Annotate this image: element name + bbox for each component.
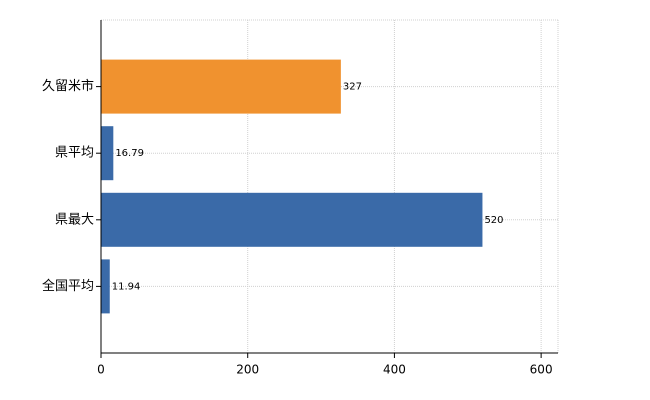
value-label: 16.79 (115, 148, 144, 159)
y-tick-label: 県平均 (55, 146, 94, 161)
value-label: 11.94 (112, 281, 141, 292)
y-tick-label: 全国平均 (42, 278, 94, 294)
bar (101, 126, 114, 181)
x-tick-label: 0 (97, 363, 105, 377)
y-tick-label: 久留米市 (42, 78, 94, 94)
bar (101, 259, 110, 314)
y-tick-label: 県最大 (55, 212, 94, 227)
x-tick-label: 400 (383, 363, 406, 377)
value-label: 327 (343, 82, 362, 93)
bar (101, 59, 341, 114)
x-tick-label: 600 (530, 363, 553, 377)
bar (101, 192, 483, 247)
value-label: 520 (484, 215, 503, 226)
x-tick-label: 200 (236, 363, 259, 377)
